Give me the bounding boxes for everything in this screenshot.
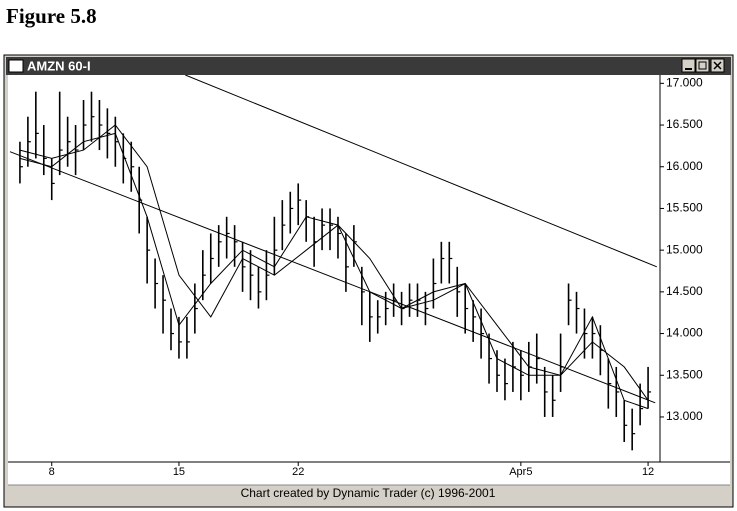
y-tick-label: 14.000	[666, 326, 703, 340]
x-tick-label: 8	[49, 466, 55, 478]
x-tick-label: 12	[642, 466, 654, 478]
x-tick-label: Apr5	[509, 466, 532, 478]
plot	[9, 75, 657, 451]
window-icon	[8, 59, 24, 73]
maximize-button[interactable]	[695, 58, 710, 73]
y-tick-label: 15.000	[666, 242, 703, 256]
y-tick-label: 13.000	[666, 409, 703, 423]
title-bar	[6, 57, 731, 75]
y-tick-label: 17.000	[666, 76, 703, 90]
y-tick-label: 14.500	[666, 284, 703, 298]
x-tick-label: 22	[292, 466, 304, 478]
y-tick-label: 15.500	[666, 201, 703, 215]
moving-average	[19, 124, 649, 401]
window-buttons[interactable]	[681, 58, 725, 73]
minimize-button[interactable]	[681, 58, 696, 73]
plot-background	[8, 75, 730, 485]
maximize-glyph	[698, 61, 707, 70]
trend-line	[9, 151, 656, 404]
close-glyph	[713, 61, 722, 70]
y-tick-label: 13.500	[666, 367, 703, 381]
x-tick-label: 15	[173, 466, 185, 478]
figure-title: Figure 5.8	[6, 4, 97, 28]
trend-line	[185, 75, 657, 268]
y-tick-label: 16.500	[666, 117, 703, 131]
footer-text: Chart created by Dynamic Trader (c) 1996…	[241, 486, 496, 500]
window-title: AMZN 60-I	[27, 58, 91, 73]
y-tick-label: 16.000	[666, 159, 703, 173]
